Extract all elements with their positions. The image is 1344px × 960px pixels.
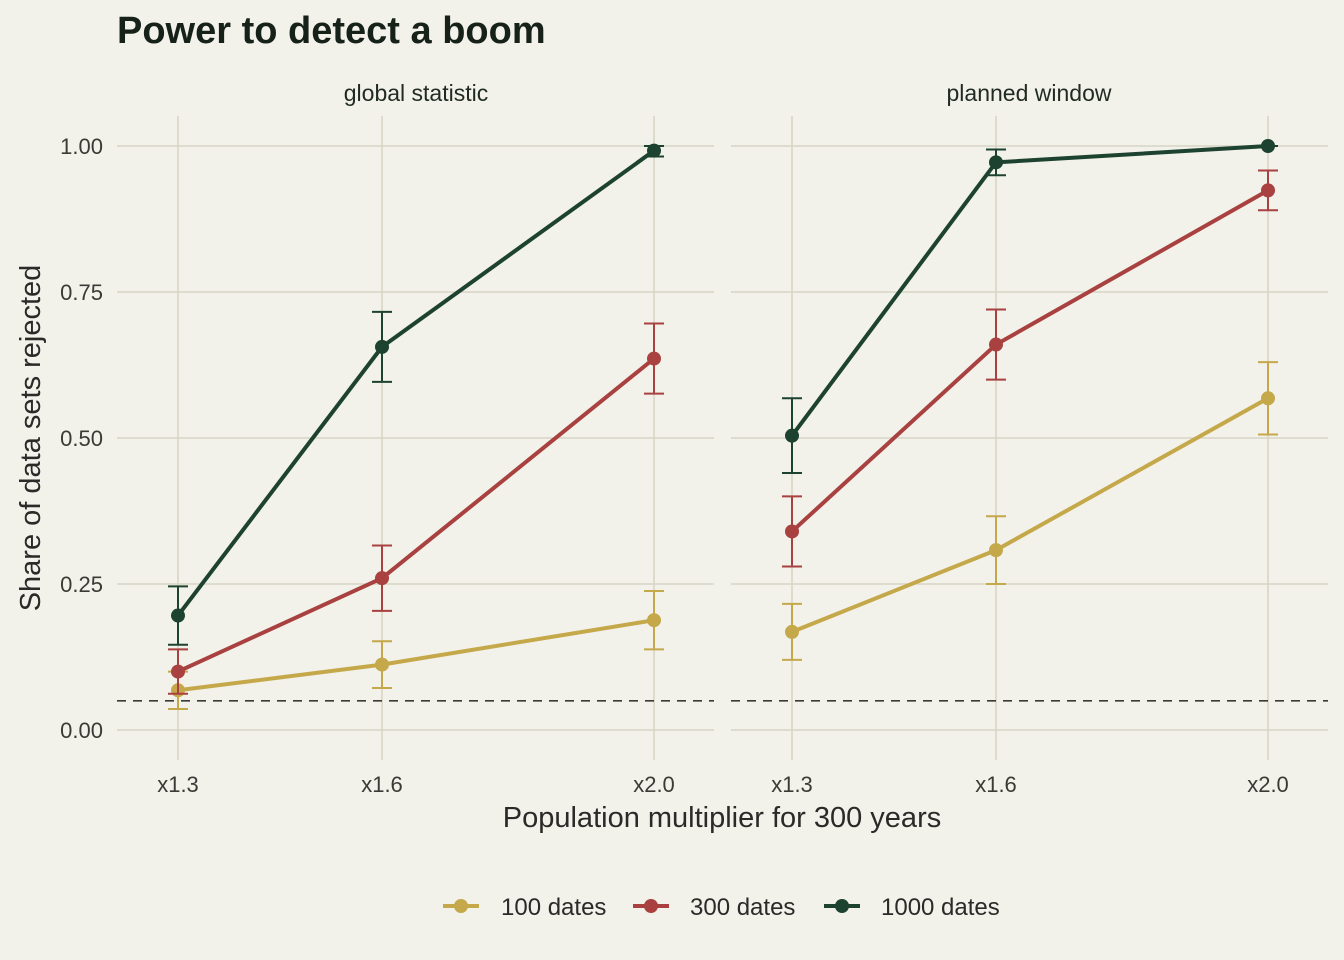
y-tick-label: 1.00 [60,134,103,159]
chart-title: Power to detect a boom [117,10,546,52]
legend-key-point [454,899,468,913]
legend-item: 100 dates [443,894,606,921]
series-1000-dates [168,143,664,646]
data-point [171,664,185,679]
series-300-dates [168,322,664,695]
series-line [176,149,656,617]
series-100-dates [782,361,1278,661]
data-point [785,428,799,443]
data-point [989,337,1003,352]
y-axis-ticks: 0.00 0.25 0.50 0.75 1.00 [60,134,103,743]
x-tick-label: x1.6 [361,772,403,797]
data-point [989,155,1003,170]
legend-label: 100 dates [501,894,606,921]
data-point [785,524,799,539]
x-axis-title: Population multiplier for 300 years [503,802,941,834]
legend-item: 1000 dates [824,894,1000,921]
panel-0 [117,116,714,760]
data-point [1261,391,1275,406]
series-300-dates [782,169,1278,568]
data-point [1261,139,1275,153]
series-line [177,618,655,693]
data-point [171,608,185,623]
legend-label: 300 dates [690,894,795,921]
series-100-dates [168,590,664,710]
x-tick-label: x1.6 [975,772,1017,797]
data-point [647,613,661,628]
y-tick-label: 0.25 [60,572,103,597]
x-axis-ticks: x1.3 x1.6 x2.0 x1.3 x1.6 x2.0 [157,772,1289,797]
x-tick-label: x1.3 [771,772,813,797]
panel-strip-planned-window: planned window [947,80,1112,106]
panel-1 [731,116,1328,760]
series-line [790,188,1269,533]
legend-label: 1000 dates [881,894,1000,921]
series-line [791,396,1269,634]
panel-strip-global-statistic: global statistic [344,80,488,106]
x-tick-label: x2.0 [1247,772,1289,797]
data-point [647,143,661,158]
data-point [785,624,799,639]
data-point [375,571,389,586]
y-tick-label: 0.50 [60,426,103,451]
y-tick-label: 0.00 [60,718,103,743]
series-1000-dates [782,139,1278,475]
y-axis-title: Share of data sets rejected [15,265,47,612]
plot-panels [117,116,1328,760]
legend-key-point [644,899,658,913]
data-point [375,339,389,354]
data-point [1261,183,1275,198]
legend: 100 dates 300 dates 1000 dates [443,894,1000,921]
x-tick-label: x2.0 [633,772,675,797]
x-tick-label: x1.3 [157,772,199,797]
legend-item: 300 dates [633,894,795,921]
legend-key-point [835,899,849,913]
data-point [647,351,661,366]
data-point [989,543,1003,558]
series-line [177,357,656,674]
series-line [790,144,1269,437]
data-point [375,657,389,672]
y-tick-label: 0.75 [60,280,103,305]
